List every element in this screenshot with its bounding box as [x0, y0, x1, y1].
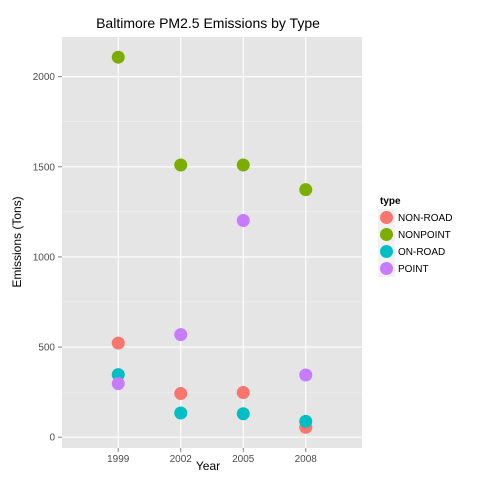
y-axis-title: Emissions (Tons)	[10, 196, 24, 287]
x-tick-label: 2008	[295, 454, 318, 465]
y-axis-ticks: 0 500 1000 1500 2000	[33, 72, 62, 444]
x-tick-label: 2002	[170, 454, 193, 465]
legend-label: NON-ROAD	[398, 213, 452, 224]
data-point	[299, 414, 313, 428]
x-tick-label: 1999	[107, 454, 130, 465]
y-tick-label: 500	[38, 343, 55, 354]
data-point	[174, 158, 188, 172]
data-point	[236, 385, 250, 399]
y-tick-label: 2000	[33, 72, 56, 83]
legend-label: POINT	[398, 264, 429, 275]
data-point	[111, 368, 125, 382]
legend-items: NON-ROAD NONPOINT ON-ROAD POINT	[378, 209, 452, 277]
chart-title: Baltimore PM2.5 Emissions by Type	[96, 15, 320, 31]
legend: type NON-ROAD NONPOINT ON-ROAD POINT	[378, 196, 452, 277]
legend-swatch	[380, 262, 393, 275]
data-point	[111, 377, 125, 391]
legend-title: type	[380, 196, 401, 207]
plot-panel	[62, 37, 362, 448]
data-point	[236, 158, 250, 172]
data-point	[236, 407, 250, 421]
data-point	[174, 328, 188, 342]
y-tick-label: 1500	[33, 162, 56, 173]
legend-swatch	[380, 211, 393, 224]
data-point	[111, 336, 125, 350]
x-axis-title: Year	[196, 459, 220, 473]
data-point	[111, 50, 125, 64]
data-point	[299, 368, 313, 382]
y-tick-label: 1000	[33, 252, 56, 263]
data-point	[174, 387, 188, 401]
x-tick-label: 2005	[232, 454, 255, 465]
data-points	[111, 50, 313, 434]
data-point	[236, 214, 250, 228]
x-axis-ticks: 1999 2002 2005 2008	[107, 448, 317, 465]
data-point	[174, 406, 188, 420]
legend-swatch	[380, 245, 393, 258]
data-point	[299, 183, 313, 197]
legend-label: NONPOINT	[398, 230, 451, 241]
legend-swatch	[380, 228, 393, 241]
legend-label: ON-ROAD	[398, 247, 445, 258]
y-tick-label: 0	[49, 433, 55, 444]
